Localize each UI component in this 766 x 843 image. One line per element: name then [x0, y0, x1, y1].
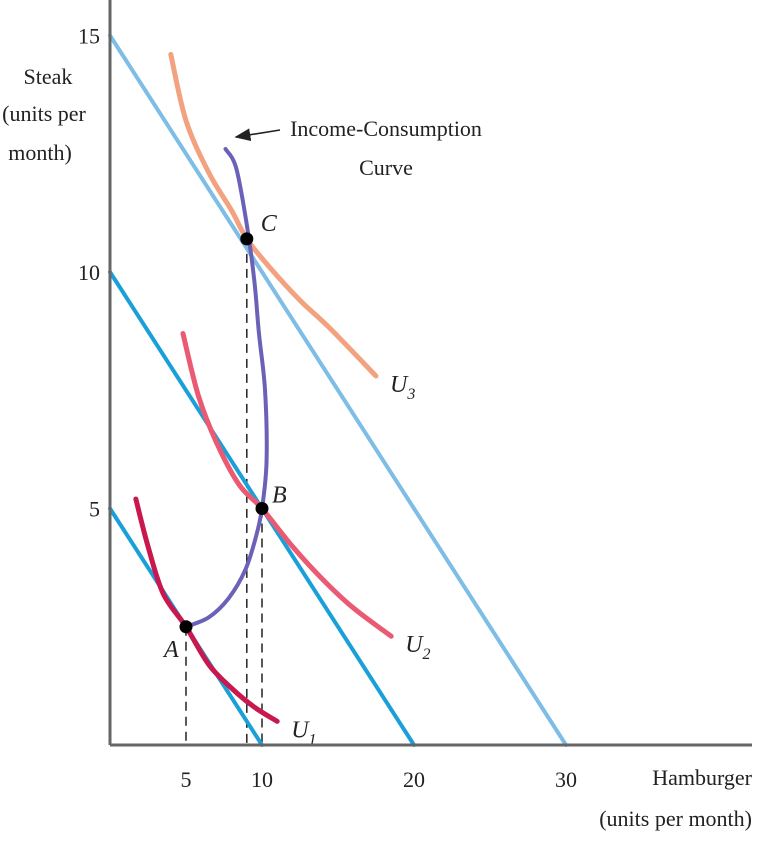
x-tick-label: 20 — [403, 767, 425, 792]
point-C — [240, 232, 254, 246]
x-axis-title: Hamburger — [652, 765, 752, 790]
income-consumption-curve-group — [184, 147, 269, 629]
projection-guides — [185, 238, 263, 745]
point-label-B: B — [272, 483, 287, 509]
x-axis-subtitle: (units per month) — [599, 806, 752, 831]
tick-labels: 5 10 20 30 5 10 15 — [78, 24, 577, 793]
equilibrium-points: A B C — [162, 211, 287, 663]
curve-label-U3: U3 — [390, 372, 415, 403]
axes — [108, 0, 752, 747]
y-axis-title-line-3: month) — [8, 140, 72, 165]
annotation-line-1: Income-Consumption — [290, 116, 482, 141]
y-tick-label: 15 — [78, 24, 100, 49]
point-label-C: C — [261, 211, 278, 237]
y-tick-label: 5 — [89, 497, 100, 522]
x-tick-label: 5 — [181, 767, 192, 792]
budget-line-3 — [108, 33, 568, 747]
x-tick-label: 30 — [555, 767, 577, 792]
annotation-line-2: Curve — [359, 155, 413, 180]
curve-label-U2: U2 — [405, 632, 430, 663]
indifference-curve-U2 — [180, 330, 394, 639]
y-tick-label: 10 — [78, 260, 100, 285]
x-tick-label: 10 — [251, 767, 273, 792]
point-B — [255, 502, 269, 515]
income-consumption-curve — [184, 147, 269, 629]
point-A — [179, 620, 193, 634]
point-label-A: A — [162, 637, 179, 663]
y-axis-title-line-2: (units per — [2, 101, 86, 126]
indifference-curve-U1 — [133, 496, 280, 724]
curve-label-U1: U1 — [291, 717, 316, 748]
y-axis-title-line-1: Steak — [24, 64, 73, 89]
annotation-arrow — [234, 128, 281, 142]
